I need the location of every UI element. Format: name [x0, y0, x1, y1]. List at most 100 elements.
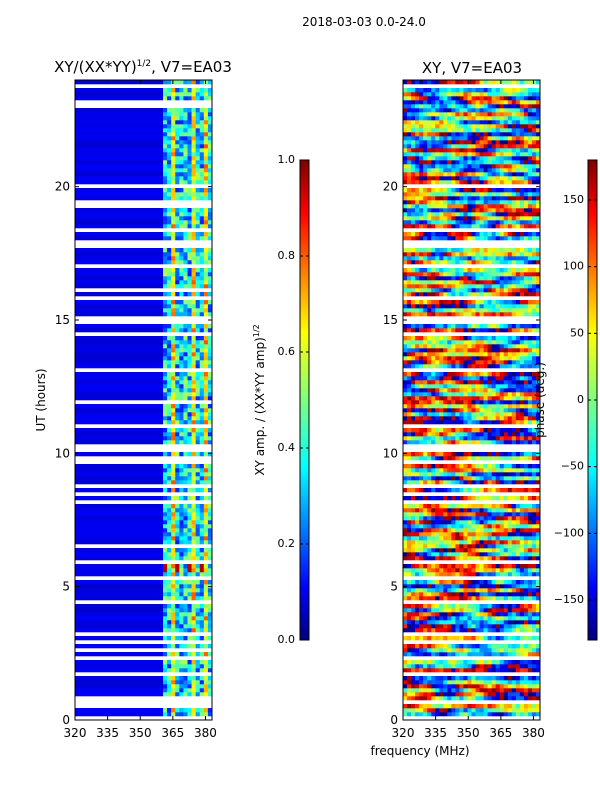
heatmap-cell: [411, 324, 416, 329]
heatmap-cell: [439, 544, 444, 549]
heatmap-cell: [407, 708, 412, 713]
heatmap-cell: [471, 464, 476, 469]
heatmap-cell: [515, 516, 521, 521]
heatmap-cell: [495, 256, 501, 261]
heatmap-cell: [427, 464, 432, 469]
heatmap-cell: [199, 708, 205, 713]
heatmap-cell: [411, 356, 416, 361]
heatmap-cell: [431, 348, 436, 353]
heatmap-cell: [419, 256, 424, 261]
heatmap-cell: [487, 476, 492, 481]
heatmap-cell: [459, 624, 464, 629]
heatmap-cell: [207, 548, 213, 553]
heatmap-cell: [471, 652, 476, 657]
heatmap-cell: [439, 552, 444, 557]
heatmap-cell: [195, 344, 201, 349]
heatmap-cell: [423, 404, 428, 409]
heatmap-cell: [531, 476, 537, 481]
heatmap-cell: [479, 596, 484, 601]
heatmap-cell: [523, 588, 529, 593]
heatmap-cell: [523, 260, 529, 265]
heatmap-cell: [507, 336, 513, 341]
heatmap-cell: [167, 520, 172, 525]
heatmap-cell: [479, 300, 484, 305]
heatmap-cell: [431, 604, 436, 609]
heatmap-cell: [475, 608, 480, 613]
heatmap-cell: [451, 412, 456, 417]
heatmap-cell: [199, 280, 205, 285]
heatmap-cell: [463, 380, 468, 385]
heatmap-cell: [499, 512, 505, 517]
heatmap-cell: [419, 496, 424, 501]
heatmap-cell: [455, 688, 460, 693]
heatmap-cell: [535, 496, 541, 501]
heatmap-cell: [183, 532, 188, 537]
heatmap-cell: [195, 124, 201, 129]
heatmap-cell: [471, 420, 476, 425]
heatmap-cell: [195, 480, 201, 485]
heatmap-cell: [475, 708, 480, 713]
heatmap-row-low: [75, 236, 163, 241]
heatmap-cell: [435, 372, 440, 377]
heatmap-cell: [187, 352, 192, 357]
heatmap-cell: [487, 360, 492, 365]
heatmap-cell: [187, 604, 192, 609]
heatmap-cell: [455, 544, 460, 549]
heatmap-cell: [475, 684, 480, 689]
heatmap-cell: [167, 308, 172, 313]
heatmap-cell: [167, 136, 172, 141]
heatmap-cell: [463, 352, 468, 357]
heatmap-cell: [407, 572, 412, 577]
heatmap-cell: [483, 336, 488, 341]
heatmap-cell: [171, 344, 176, 349]
heatmap-cell: [475, 396, 480, 401]
heatmap-cell: [459, 468, 464, 473]
heatmap-cell: [179, 140, 184, 145]
heatmap-cell: [439, 704, 444, 709]
heatmap-cell: [483, 572, 488, 577]
heatmap-cell: [167, 284, 172, 289]
heatmap-cell: [443, 508, 448, 513]
heatmap-cell: [463, 612, 468, 617]
heatmap-cell: [427, 432, 432, 437]
heatmap-cell: [487, 480, 492, 485]
heatmap-cell: [411, 428, 416, 433]
heatmap-cell: [535, 704, 541, 709]
heatmap-cell: [195, 376, 201, 381]
heatmap-cell: [435, 596, 440, 601]
heatmap-cell: [403, 288, 408, 293]
heatmap-cell: [163, 276, 168, 281]
heatmap-cell: [175, 188, 180, 193]
heatmap-row-low: [75, 124, 163, 129]
heatmap-cell: [183, 516, 188, 521]
heatmap-cell: [411, 292, 416, 297]
heatmap-cell: [407, 612, 412, 617]
heatmap-cell: [499, 324, 505, 329]
heatmap-cell: [439, 440, 444, 445]
heatmap-cell: [403, 504, 408, 509]
heatmap-cell: [527, 420, 533, 425]
heatmap-row-low: [75, 668, 163, 673]
heatmap-cell: [455, 616, 460, 621]
heatmap-cell: [407, 284, 412, 289]
heatmap-cell: [523, 428, 529, 433]
heatmap-gap-row: [75, 544, 212, 548]
heatmap-cell: [511, 712, 517, 717]
heatmap-cell: [403, 464, 408, 469]
heatmap-cell: [471, 684, 476, 689]
heatmap-cell: [183, 620, 188, 625]
heatmap-row-low: [75, 620, 163, 625]
heatmap-cell: [415, 372, 420, 377]
heatmap-cell: [415, 572, 420, 577]
heatmap-cell: [163, 188, 168, 193]
heatmap-cell: [455, 284, 460, 289]
heatmap-cell: [207, 388, 213, 393]
heatmap-cell: [455, 400, 460, 405]
heatmap-cell: [199, 144, 205, 149]
heatmap-cell: [535, 360, 541, 365]
heatmap-cell: [483, 644, 488, 649]
heatmap-cell: [459, 564, 464, 569]
heatmap-cell: [403, 536, 408, 541]
heatmap-cell: [527, 544, 533, 549]
heatmap-cell: [455, 624, 460, 629]
